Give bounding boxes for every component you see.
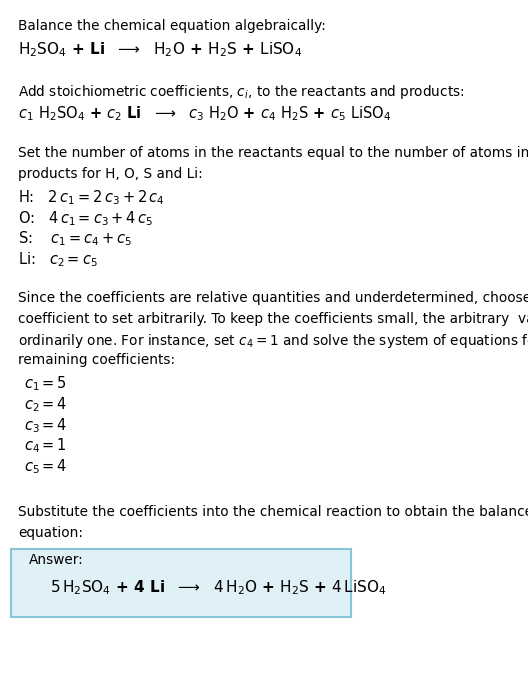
Text: S:    $c_1 = c_4 + c_5$: S: $c_1 = c_4 + c_5$ [18,230,133,248]
Text: $c_5 = 4$: $c_5 = 4$ [24,457,67,476]
Text: H:   $2\,c_1 = 2\,c_3 + 2\,c_4$: H: $2\,c_1 = 2\,c_3 + 2\,c_4$ [18,189,165,207]
Text: Li:   $c_2 = c_5$: Li: $c_2 = c_5$ [18,250,98,269]
Text: O:   $4\,c_1 = c_3 + 4\,c_5$: O: $4\,c_1 = c_3 + 4\,c_5$ [18,209,154,228]
Text: $c_3 = 4$: $c_3 = 4$ [24,416,67,435]
Text: $c_1$ $\mathrm{H_2SO_4}$ + $c_2$ Li  $\longrightarrow$  $c_3$ $\mathrm{H_2O}$ + : $c_1$ $\mathrm{H_2SO_4}$ + $c_2$ Li $\lo… [18,104,392,123]
Text: $c_1 = 5$: $c_1 = 5$ [24,375,67,393]
Text: Answer:: Answer: [29,552,84,566]
Text: Set the number of atoms in the reactants equal to the number of atoms in the: Set the number of atoms in the reactants… [18,146,528,160]
Text: Substitute the coefficients into the chemical reaction to obtain the balanced: Substitute the coefficients into the che… [18,505,528,519]
Text: Since the coefficients are relative quantities and underdetermined, choose a: Since the coefficients are relative quan… [18,291,528,305]
Text: products for H, O, S and Li:: products for H, O, S and Li: [18,167,203,180]
Text: ordinarily one. For instance, set $c_4 = 1$ and solve the system of equations fo: ordinarily one. For instance, set $c_4 =… [18,333,528,350]
Text: $5\,\mathrm{H_2SO_4}$ + 4 Li  $\longrightarrow$  $4\,\mathrm{H_2O}$ + $\mathrm{H: $5\,\mathrm{H_2SO_4}$ + 4 Li $\longright… [50,579,387,597]
Text: $\mathrm{H_2SO_4}$ + Li  $\longrightarrow$  $\mathrm{H_2O}$ + $\mathrm{H_2S}$ + : $\mathrm{H_2SO_4}$ + Li $\longrightarrow… [18,41,303,59]
Text: coefficient to set arbitrarily. To keep the coefficients small, the arbitrary  v: coefficient to set arbitrarily. To keep … [18,312,528,326]
Text: $c_2 = 4$: $c_2 = 4$ [24,395,67,414]
Text: remaining coefficients:: remaining coefficients: [18,353,176,367]
Text: $c_4 = 1$: $c_4 = 1$ [24,437,67,455]
Text: Balance the chemical equation algebraically:: Balance the chemical equation algebraica… [18,19,326,33]
Text: Add stoichiometric coefficients, $c_i$, to the reactants and products:: Add stoichiometric coefficients, $c_i$, … [18,82,465,101]
Text: equation:: equation: [18,526,83,540]
